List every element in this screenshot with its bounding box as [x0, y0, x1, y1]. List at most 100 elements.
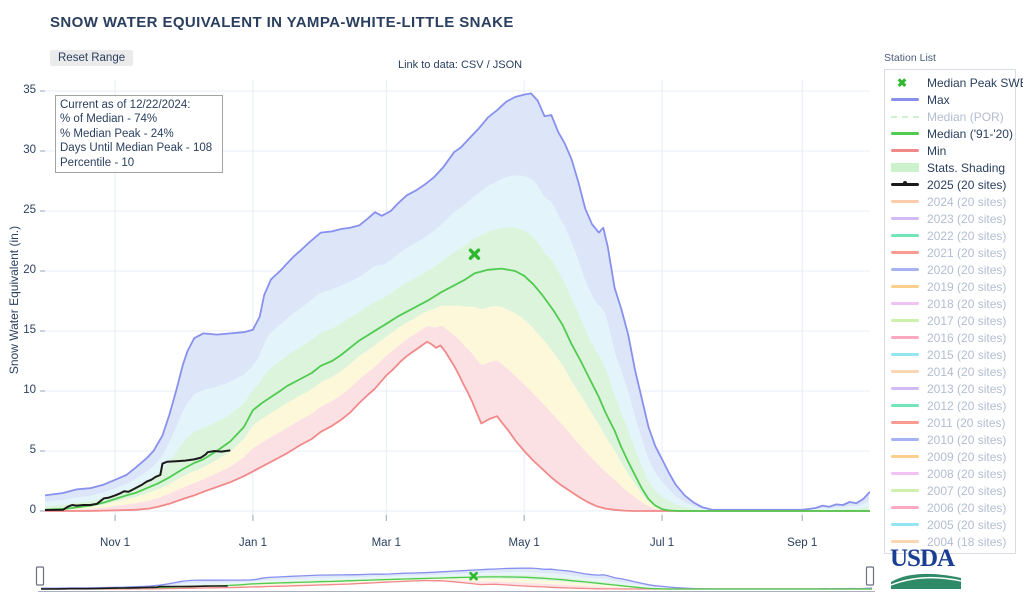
legend-item-label: 2016 (20 sites) [927, 330, 1007, 345]
annotation-line: % Median Peak - 24% [60, 127, 174, 140]
data-link-csv-json[interactable]: Link to data: CSV / JSON [398, 59, 523, 71]
line-swatch-icon [891, 404, 927, 407]
legend-item-label: 2019 (20 sites) [927, 279, 1007, 294]
legend-item-2004-18-sites[interactable]: 2004 (18 sites) [891, 533, 1015, 550]
legend-item-label: 2015 (20 sites) [927, 347, 1007, 362]
legend-item-label: 2021 (20 sites) [927, 245, 1007, 260]
legend-item-2006-20-sites[interactable]: 2006 (20 sites) [891, 499, 1015, 516]
legend-item-max[interactable]: Max [891, 91, 1015, 108]
legend-item-2015-20-sites[interactable]: 2015 (20 sites) [891, 346, 1015, 363]
station-legend: ✖ Median Peak SWE Max Median (POR) Median ('… [884, 69, 1023, 554]
annotation-line: Current as of 12/22/2024: [60, 99, 191, 111]
legend-item-label: 2006 (20 sites) [927, 500, 1007, 515]
legend-item-median-por[interactable]: Median (POR) [891, 108, 1015, 125]
legend-item-2009-20-sites[interactable]: 2009 (20 sites) [891, 448, 1015, 465]
stats-shading-band-1 [45, 175, 869, 511]
line-swatch-icon [891, 336, 927, 339]
y-tick-label: 0 [29, 504, 36, 516]
legend-item-label: Median (POR) [927, 109, 1004, 124]
y-tick-label: 5 [29, 444, 36, 456]
slider-handle-right[interactable] [865, 566, 875, 586]
legend-item-2005-20-sites[interactable]: 2005 (20 sites) [891, 516, 1015, 533]
legend-item-label: 2011 (20 sites) [927, 415, 1006, 430]
line-swatch-icon [891, 285, 927, 288]
legend-item-2022-20-sites[interactable]: 2022 (20 sites) [891, 227, 1015, 244]
legend-item-2021-20-sites[interactable]: 2021 (20 sites) [891, 244, 1015, 261]
legend-title: Station List [884, 52, 936, 64]
line-swatch-icon [891, 234, 927, 237]
slider-handle-left[interactable] [35, 566, 45, 586]
median-peak-swe-icon: ✖ [897, 75, 908, 90]
range-slider[interactable] [35, 566, 876, 592]
legend-item-label: 2010 (20 sites) [927, 432, 1007, 447]
y-tick-label: 20 [23, 264, 36, 276]
y-tick-label: 25 [23, 204, 36, 216]
y-tick-label: 30 [23, 144, 36, 156]
line-swatch-icon [891, 472, 927, 475]
slider-band-0 [41, 568, 871, 589]
line-swatch-icon [891, 115, 927, 118]
reset-range-button[interactable]: Reset Range [50, 50, 134, 66]
swe-traces [45, 92, 870, 512]
legend-item-stats-shading[interactable]: Stats. Shading [891, 159, 1015, 176]
legend-item-median-peak-swe[interactable]: ✖ Median Peak SWE [891, 74, 1023, 91]
y-tick-label: 35 [23, 84, 36, 96]
legend-item-2012-20-sites[interactable]: 2012 (20 sites) [891, 397, 1015, 414]
legend-item-label: 2007 (20 sites) [927, 483, 1007, 498]
legend-item-label: 2020 (20 sites) [927, 262, 1007, 277]
y-tick-label: 15 [23, 324, 36, 336]
legend-item-2008-20-sites[interactable]: 2008 (20 sites) [891, 465, 1015, 482]
slider-max-line [40, 567, 873, 590]
stats-shading-band-0 [45, 93, 869, 511]
slider-2025-line [40, 585, 228, 590]
line-swatch-icon [891, 438, 927, 441]
legend-item-2014-20-sites[interactable]: 2014 (20 sites) [891, 363, 1015, 380]
legend-item-min[interactable]: Min [891, 142, 1015, 159]
legend-item-2018-20-sites[interactable]: 2018 (20 sites) [891, 295, 1015, 312]
legend-item-label: 2004 (18 sites) [927, 534, 1007, 549]
legend-item-2019-20-sites[interactable]: 2019 (20 sites) [891, 278, 1015, 295]
line-swatch-icon [891, 302, 927, 305]
legend-item-median-91-20[interactable]: Median ('91-'20) [891, 125, 1015, 142]
median-line [45, 267, 870, 512]
legend-item-2010-20-sites[interactable]: 2010 (20 sites) [891, 431, 1015, 448]
x-tick-label: Sep 1 [787, 537, 818, 549]
slider-median-peak-marker [469, 571, 478, 581]
usda-logo-text: USDA [890, 545, 955, 572]
legend-item-2007-20-sites[interactable]: 2007 (20 sites) [891, 482, 1015, 499]
median-peak-marker [468, 248, 481, 260]
line-swatch-icon [891, 132, 927, 135]
legend-item-2013-20-sites[interactable]: 2013 (20 sites) [891, 380, 1015, 397]
line-swatch-icon [891, 506, 927, 509]
legend-item-label: 2005 (20 sites) [927, 517, 1007, 532]
x-tick-label: May 1 [508, 537, 540, 549]
usda-logo-field-icon [890, 573, 962, 589]
legend-item-label: Stats. Shading [927, 160, 1006, 175]
usda-logo: USDA [890, 545, 968, 595]
swe-2025-line [45, 449, 231, 511]
line-swatch-icon [891, 181, 927, 186]
line-swatch-icon [891, 421, 927, 424]
line-swatch-icon [891, 523, 927, 526]
legend-item-2023-20-sites[interactable]: 2023 (20 sites) [891, 210, 1015, 227]
line-swatch-icon [891, 319, 927, 322]
legend-item-label: Median ('91-'20) [927, 126, 1013, 141]
max-line [45, 92, 870, 511]
line-swatch-icon [891, 455, 927, 458]
x-tick-label: Jan 1 [238, 537, 268, 549]
legend-item-2024-20-sites[interactable]: 2024 (20 sites) [891, 193, 1015, 210]
line-swatch-icon [891, 353, 927, 356]
legend-item-2020-20-sites[interactable]: 2020 (20 sites) [891, 261, 1015, 278]
legend-item-2025-20-sites[interactable]: 2025 (20 sites) [891, 176, 1015, 193]
legend-item-2017-20-sites[interactable]: 2017 (20 sites) [891, 312, 1015, 329]
legend-item-2011-20-sites[interactable]: 2011 (20 sites) [891, 414, 1015, 431]
legend-item-label: 2017 (20 sites) [927, 313, 1007, 328]
legend-item-label: Min [927, 143, 947, 158]
x-tick-label: Mar 1 [371, 537, 401, 549]
legend-item-label: 2018 (20 sites) [927, 296, 1007, 311]
line-swatch-icon [891, 489, 927, 492]
legend-item-2016-20-sites[interactable]: 2016 (20 sites) [891, 329, 1015, 346]
x-tick-label: Nov 1 [100, 537, 131, 549]
